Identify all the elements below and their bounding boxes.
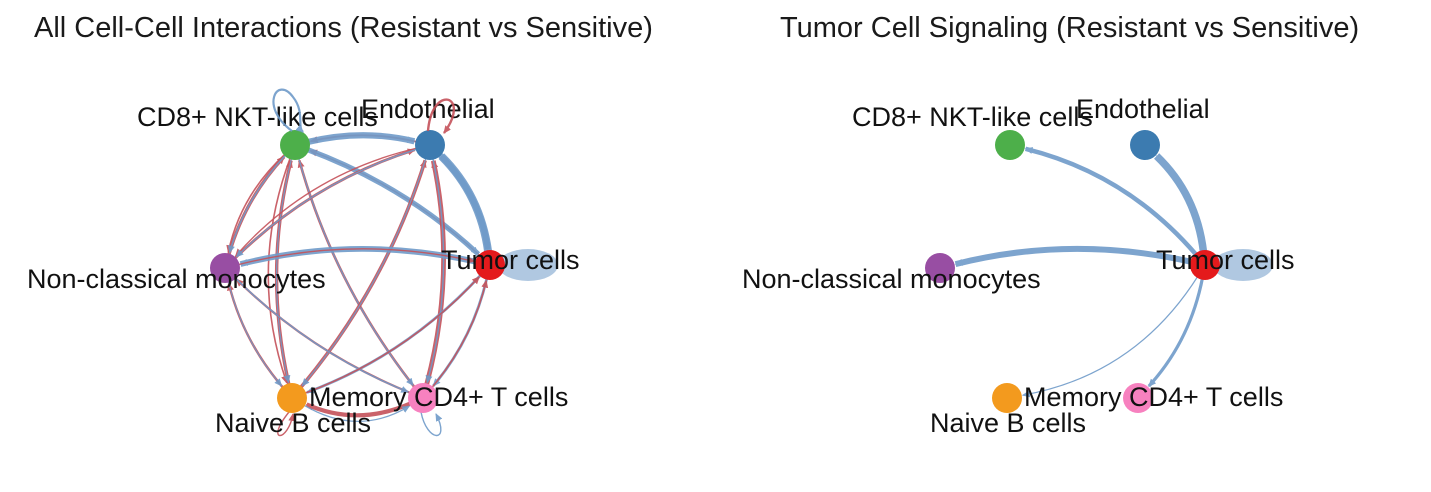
svg-text:Endothelial: Endothelial <box>1076 94 1210 124</box>
svg-text:CD8+ NKT-like cells: CD8+ NKT-like cells <box>137 102 378 132</box>
svg-text:Endothelial: Endothelial <box>361 94 495 124</box>
svg-text:Non-classical monocytes: Non-classical monocytes <box>27 264 326 294</box>
svg-text:Tumor cells: Tumor cells <box>1156 245 1295 275</box>
svg-text:Memory CD4+ T cells: Memory CD4+ T cells <box>309 382 568 412</box>
svg-text:Non-classical monocytes: Non-classical monocytes <box>742 264 1041 294</box>
svg-text:Memory CD4+ T cells: Memory CD4+ T cells <box>1024 382 1283 412</box>
svg-text:Tumor cells: Tumor cells <box>441 245 580 275</box>
svg-text:Naive B cells: Naive B cells <box>215 408 371 438</box>
svg-text:Naive B cells: Naive B cells <box>930 408 1086 438</box>
svg-text:CD8+ NKT-like cells: CD8+ NKT-like cells <box>852 102 1093 132</box>
